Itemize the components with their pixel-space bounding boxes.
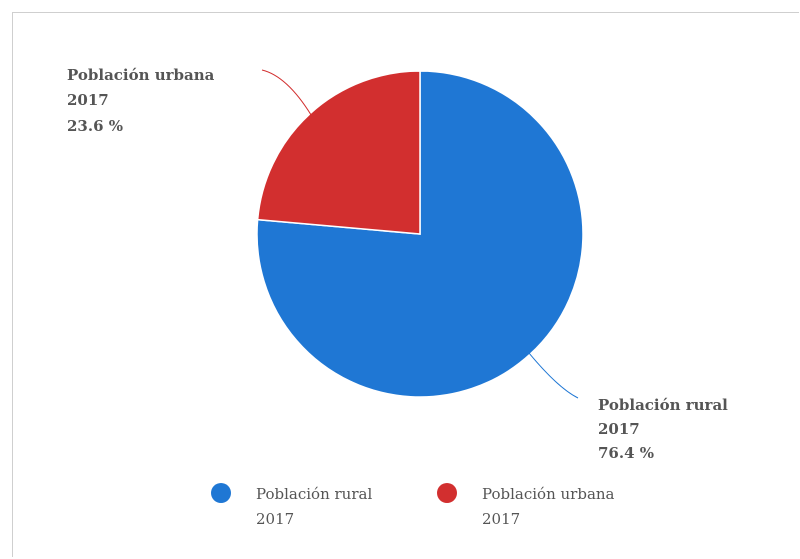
- callout-urbana-line1: Población urbana: [67, 66, 215, 84]
- callout-rural: Población rural 2017 76.4 %: [598, 396, 733, 462]
- pie-slice-urbana[interactable]: [256, 70, 421, 235]
- callout-rural-line1: Población rural: [598, 396, 728, 414]
- leader-line-urbana: [261, 69, 312, 116]
- legend-label-urbana: Población urbana 2017: [482, 485, 619, 528]
- chart-frame: [12, 12, 799, 557]
- callout-urbana-value: 23.6 %: [67, 117, 123, 135]
- callout-rural-line2: 2017: [598, 420, 640, 438]
- legend-label-rural: Población rural 2017: [256, 485, 377, 528]
- callout-urbana: Población urbana 2017 23.6 %: [67, 66, 220, 135]
- legend: Población rural 2017 Población urbana 20…: [211, 483, 619, 528]
- legend-marker-urbana: [437, 483, 457, 503]
- legend-marker-rural: [211, 483, 231, 503]
- leader-line-rural: [528, 352, 579, 399]
- legend-item-rural[interactable]: Población rural 2017: [211, 483, 377, 528]
- callout-rural-value: 76.4 %: [598, 444, 654, 462]
- legend-item-urbana[interactable]: Población urbana 2017: [437, 483, 619, 528]
- callout-urbana-line2: 2017: [67, 91, 109, 109]
